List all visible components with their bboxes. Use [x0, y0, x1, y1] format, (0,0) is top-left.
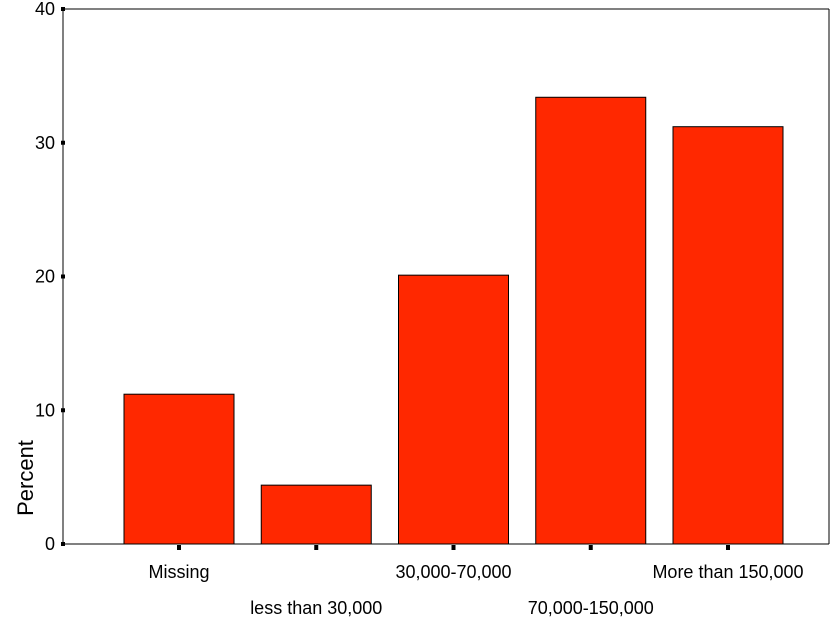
y-tick-mark: [61, 542, 65, 546]
bar: [398, 274, 509, 545]
x-tick-mark: [177, 545, 181, 550]
y-tick-label: 30: [35, 133, 55, 153]
y-tick-label: 40: [35, 0, 55, 19]
y-tick-mark: [61, 7, 65, 11]
y-tick-mark: [61, 140, 65, 145]
x-tick-mark: [588, 545, 593, 550]
x-tick-label: Missing: [148, 562, 209, 582]
x-tick-label: 70,000-150,000: [528, 598, 654, 618]
x-tick-mark: [314, 545, 319, 550]
bars-group: [123, 96, 784, 545]
bar: [672, 126, 784, 545]
x-tick-label: less than 30,000: [250, 598, 382, 618]
y-tick-mark: [61, 408, 65, 413]
y-tick-label: 10: [35, 400, 55, 420]
y-axis: 0 10 20 30 40: [35, 0, 65, 554]
bar: [123, 393, 235, 545]
x-tick-label: More than 150,000: [652, 562, 803, 582]
y-tick-label: 20: [35, 267, 55, 287]
x-tick-mark: [451, 545, 456, 550]
bar: [260, 484, 372, 545]
y-axis-title: Percent: [13, 440, 38, 516]
x-tick-mark: [726, 545, 730, 550]
bar: [535, 96, 647, 545]
y-tick-mark: [61, 274, 65, 279]
y-tick-label: 0: [45, 534, 55, 554]
x-tick-label: 30,000-70,000: [395, 562, 511, 582]
x-axis: Missing less than 30,000 30,000-70,000 70,0…: [148, 545, 804, 618]
